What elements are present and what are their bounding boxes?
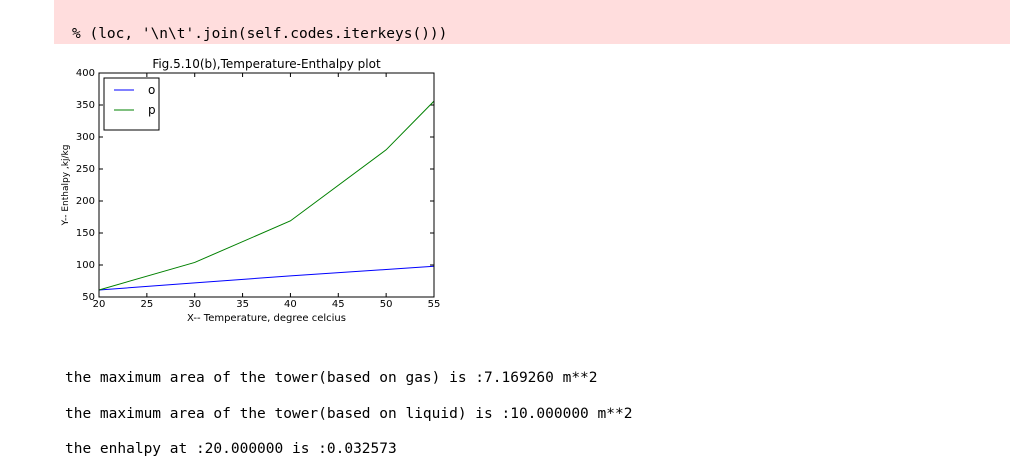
y-tick-label: 100 — [76, 260, 95, 271]
x-tick-label: 30 — [188, 299, 201, 310]
y-tick-label: 300 — [76, 132, 95, 143]
x-tick-label: 25 — [140, 299, 153, 310]
chart-title: Fig.5.10(b),Temperature-Enthalpy plot — [152, 57, 381, 71]
y-tick-label: 250 — [76, 164, 95, 175]
output-line: the enhalpy at :20.000000 is :0.032573 — [65, 441, 397, 457]
x-tick-label: 45 — [332, 299, 345, 310]
code-cell: tower center % (loc, '\n\t'.join(self.co… — [54, 0, 1010, 44]
x-tick-label: 50 — [380, 299, 393, 310]
code-line: % (loc, '\n\t'.join(self.codes.iterkeys(… — [72, 26, 448, 42]
y-tick-label: 350 — [76, 100, 95, 111]
legend-box — [103, 77, 160, 131]
plot-frame — [98, 72, 435, 298]
x-axis-label: X-- Temperature, degree celcius — [187, 313, 346, 324]
x-tick-label: 40 — [284, 299, 297, 310]
x-tick-label: 35 — [236, 299, 249, 310]
y-tick-label: 50 — [82, 292, 95, 303]
chart: Fig.5.10(b),Temperature-Enthalpy plot X--… — [61, 57, 441, 324]
y-tick-label: 400 — [76, 68, 95, 79]
x-tick-label: 20 — [93, 299, 106, 310]
output-line: the maximum area of the tower(based on g… — [65, 370, 598, 386]
legend-label: p — [148, 103, 156, 117]
legend-label: o — [148, 83, 155, 97]
output-line: the maximum area of the tower(based on l… — [65, 406, 633, 422]
x-tick-label: 55 — [428, 299, 441, 310]
y-axis-label: Y-- Enthalpy ,kj/kg — [61, 145, 71, 227]
y-tick-label: 200 — [76, 196, 95, 207]
y-tick-label: 150 — [76, 228, 95, 239]
series-line — [98, 100, 435, 291]
code-line: tower center — [72, 0, 247, 4]
series-line — [98, 265, 435, 291]
